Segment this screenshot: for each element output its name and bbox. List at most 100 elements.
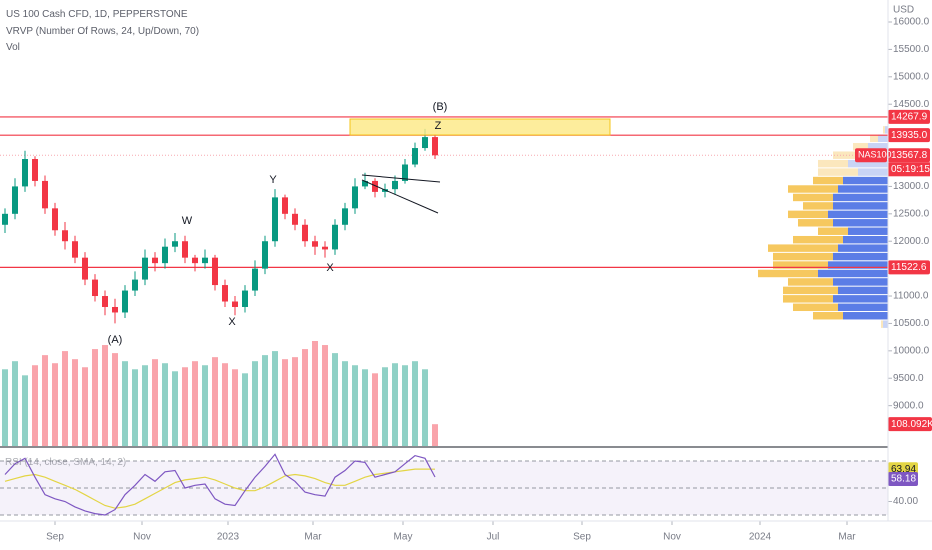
volume-bar [282,359,288,446]
candle-body [12,186,18,214]
candle-body [292,213,298,225]
volume-label-bg [888,417,932,432]
candle-body [72,241,78,258]
vrvp-down [881,320,883,328]
vrvp-down [818,168,858,176]
volume-bar [412,361,418,446]
wave-label: Y [269,174,277,186]
vrvp-up [858,168,888,176]
vrvp-up [828,210,888,219]
volume-bar [342,361,348,446]
vrvp-up [868,143,888,151]
volume-bar [92,349,98,446]
volume-bar [32,365,38,446]
candle-body [372,180,378,192]
volume-bar [52,363,58,446]
vrvp-up [838,185,888,193]
level-label: 14267.9 [891,112,928,123]
trend-line [361,179,439,214]
volume-bar [82,367,88,446]
y-tick-label: 10500.0 [893,318,930,329]
candle-body [242,290,248,307]
x-tick-label: Nov [133,532,151,543]
level-label: 13935.0 [891,130,928,141]
x-tick-label: Nov [663,532,681,543]
volume-bar [72,359,78,446]
vrvp-up [843,176,888,185]
y-tick-label: 13000.0 [893,181,930,192]
volume-bar [402,365,408,446]
vrvp-down [758,269,818,278]
vrvp-up [828,261,888,269]
candle-body [62,230,68,242]
x-tick-label: 2023 [217,532,240,543]
candle-body [22,159,28,187]
y-tick-label: 12500.0 [893,208,930,219]
candle-body [422,137,428,149]
candle-body [182,241,188,258]
candle-body [2,213,8,225]
vrvp-down [803,202,833,210]
rsi-value-label: 58.18 [891,474,916,485]
volume-bar [192,361,198,446]
volume-bar [102,345,108,446]
volume-bar [392,363,398,446]
candle-body [362,180,368,187]
volume-bar [372,373,378,446]
volume-bar [272,351,278,446]
candle-body [402,164,408,181]
candle-body [192,257,198,264]
x-tick-label: Mar [838,532,856,543]
candle-body [412,148,418,165]
vrvp-up [833,219,888,227]
rsi-sma-line [4,468,436,509]
y-tick-label: 9000.0 [893,400,924,411]
vrvp-up [843,312,888,320]
symbol-bg [855,148,887,163]
volume-bar [142,365,148,446]
vrvp-down [798,219,833,227]
vrvp-up [818,269,888,278]
candle-body [32,159,38,181]
volume-bar [352,365,358,446]
vrvp-up [838,244,888,252]
volume-bar [422,369,428,446]
wave-label: Z [435,120,442,132]
rsi-tick-label: 40.00 [893,496,918,507]
vrvp-up [838,303,888,312]
candle-body [42,180,48,209]
wave-label: X [326,262,334,274]
vrvp-down [783,286,838,295]
vrvp-up [833,278,888,286]
vrvp-down [813,176,843,185]
candle-body [142,257,148,280]
currency: USD [893,5,914,16]
candle-body [172,241,178,247]
vrvp-down [773,261,828,269]
x-tick-label: Jul [487,532,500,543]
volume-bar [122,361,128,446]
wave-label: W [182,215,193,227]
y-tick-label: 15000.0 [893,71,930,82]
rsi-value-label-bg [888,471,918,486]
vrvp-down [883,126,885,134]
volume-bar [152,359,158,446]
candle-body [232,301,238,307]
candle-body [212,257,218,286]
volume-bar [162,363,168,446]
vrvp-down [788,210,828,219]
wave-label: (A) [108,334,123,346]
candle-body [392,180,398,190]
last-price-label-bg [888,148,930,163]
y-tick-label: 14500.0 [893,99,930,110]
volume-bar [322,345,328,446]
candle-body [122,290,128,313]
vrvp-down [788,278,833,286]
candle-body [52,208,58,231]
symbol: NAS100 [858,150,892,160]
volume-bar [42,355,48,446]
volume-bar [432,424,438,446]
vrvp-down [793,235,843,244]
candle-body [302,224,308,242]
